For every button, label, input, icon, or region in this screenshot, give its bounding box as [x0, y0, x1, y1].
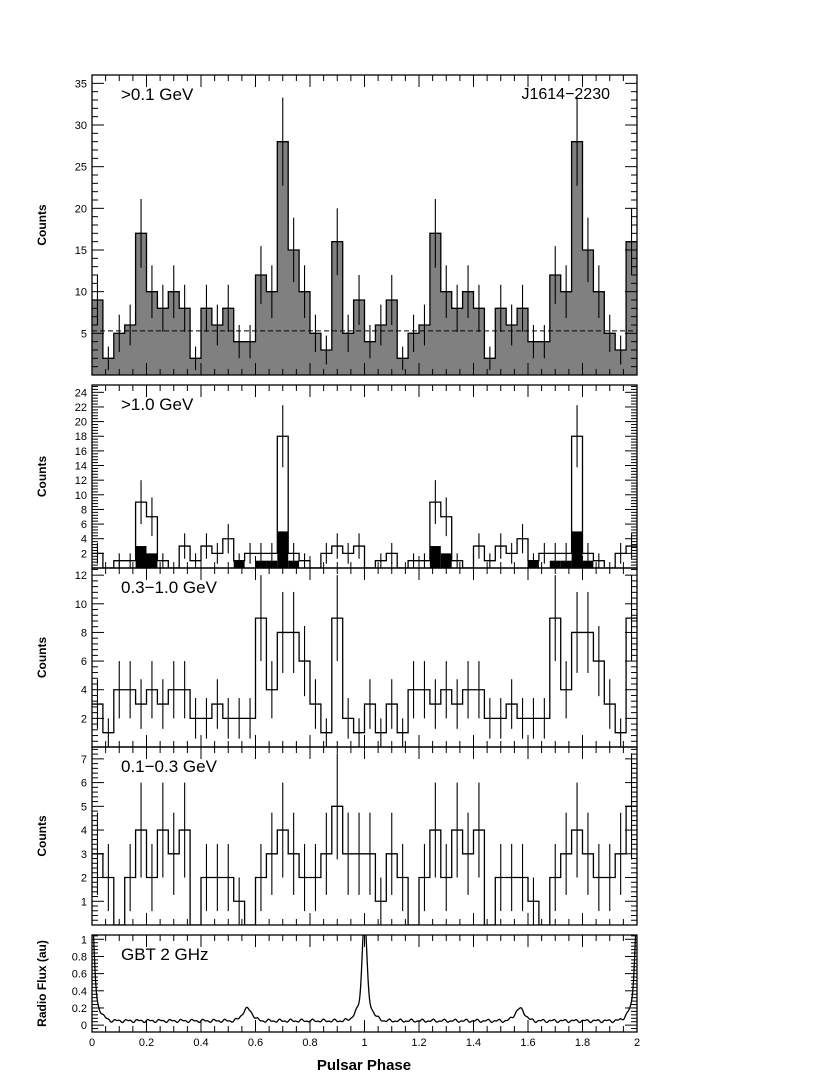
radio-profile-line — [92, 935, 637, 1024]
y-tick-label: 5 — [81, 801, 87, 813]
panel-label: GBT 2 GHz — [121, 945, 209, 964]
high-energy-bin — [440, 553, 452, 568]
plot-area — [92, 97, 637, 375]
y-tick-label: 0.6 — [72, 969, 87, 981]
y-tick-label: 35 — [75, 78, 87, 90]
y-axis-title: Counts — [35, 204, 49, 246]
y-tick-label: 15 — [75, 245, 87, 257]
y-axis-title: Counts — [35, 456, 49, 498]
y-tick-label: 20 — [75, 417, 87, 429]
y-tick-label: 12 — [75, 570, 87, 582]
y-tick-label: 0.8 — [72, 951, 87, 963]
x-tick-label: 2 — [634, 1037, 640, 1049]
histogram-outline — [92, 141, 637, 359]
y-tick-label: 0 — [81, 1020, 87, 1032]
plot-area — [92, 575, 637, 747]
high-energy-bin — [429, 546, 441, 568]
high-energy-bin — [277, 531, 289, 568]
y-tick-label: 10 — [75, 287, 87, 299]
plot-area — [92, 753, 637, 925]
y-tick-label: 6 — [81, 519, 87, 531]
plot-area — [92, 935, 637, 1024]
y-axis-title: Counts — [35, 637, 49, 679]
y-tick-label: 4 — [81, 685, 87, 697]
y-tick-label: 6 — [81, 656, 87, 668]
y-tick-label: 16 — [75, 446, 87, 458]
y-tick-label: 8 — [81, 627, 87, 639]
high-energy-bin — [255, 560, 267, 568]
x-tick-label: 1.6 — [520, 1037, 535, 1049]
y-tick-label: 2 — [81, 548, 87, 560]
panel-label: >1.0 GeV — [121, 395, 194, 414]
y-tick-label: 1 — [81, 934, 87, 946]
high-energy-bin — [571, 531, 583, 568]
high-energy-bin — [560, 560, 572, 568]
high-energy-bin — [266, 560, 278, 568]
x-axis-title: Pulsar Phase — [317, 1057, 411, 1074]
y-tick-label: 10 — [75, 490, 87, 502]
high-energy-bin — [146, 553, 158, 568]
y-tick-label: 14 — [75, 461, 87, 473]
y-tick-label: 0.2 — [72, 1003, 87, 1015]
y-tick-label: 22 — [75, 402, 87, 414]
y-tick-label: 30 — [75, 120, 87, 132]
y-axis-title: Counts — [35, 815, 49, 857]
panel-0-1-0-3-gev: 1 2 3 4 5 6 7 0.1−0.3 GeV Counts — [35, 746, 638, 926]
x-tick-labels: 0 0.2 0.4 0.6 0.8 1 1.2 1.4 1.6 1.8 2 — [89, 1037, 640, 1049]
panel-label: 0.1−0.3 GeV — [121, 757, 218, 776]
y-tick-label: 8 — [81, 504, 87, 516]
x-tick-label: 0.6 — [248, 1037, 263, 1049]
y-axis-title: Radio Flux (au) — [35, 940, 49, 1027]
y-tick-label: 10 — [75, 599, 87, 611]
y-tick-label: 2 — [81, 873, 87, 885]
panel-0-3-1-0-gev: 2 4 6 8 10 12 0.3−1.0 GeV Counts — [35, 567, 638, 748]
y-tick-label: 6 — [81, 778, 87, 790]
panel-radio-2ghz: 0 0.2 0.4 0.6 0.8 1 GBT 2 GHz Radio Flux (au) — [35, 934, 638, 1033]
x-tick-label: 0.8 — [302, 1037, 317, 1049]
y-tick-label: 25 — [75, 162, 87, 174]
panel-label: 0.3−1.0 GeV — [121, 578, 218, 597]
panel-gt-0-1-gev: 5 10 15 20 25 30 35 >0.1 GeV Counts — [35, 74, 638, 376]
y-tick-label: 12 — [75, 475, 87, 487]
y-tick-label: 18 — [75, 431, 87, 443]
x-tick-label: 0 — [89, 1037, 95, 1049]
x-tick-label: 0.4 — [193, 1037, 208, 1049]
high-energy-bin — [135, 546, 147, 568]
high-energy-bin — [288, 560, 300, 568]
x-tick-label: 1 — [361, 1037, 367, 1049]
panel-label: >0.1 GeV — [121, 85, 194, 104]
y-tick-label: 24 — [75, 387, 87, 399]
y-tick-label: 3 — [81, 849, 87, 861]
high-energy-bin — [582, 560, 594, 568]
x-tick-label: 1.4 — [466, 1037, 481, 1049]
y-tick-label: 4 — [81, 534, 87, 546]
plot-area — [92, 405, 637, 568]
y-tick-label: 4 — [81, 825, 87, 837]
y-tick-label: 7 — [81, 754, 87, 766]
source-label: J1614−2230 — [521, 86, 610, 103]
y-tick-label: 5 — [81, 328, 87, 340]
y-tick-label: 2 — [81, 713, 87, 725]
y-tick-label: 1 — [81, 896, 87, 908]
x-tick-label: 0.2 — [139, 1037, 154, 1049]
x-tick-label: 1.2 — [411, 1037, 426, 1049]
y-tick-label: 0.4 — [72, 986, 87, 998]
x-tick-label: 1.8 — [575, 1037, 590, 1049]
y-tick-label: 20 — [75, 203, 87, 215]
